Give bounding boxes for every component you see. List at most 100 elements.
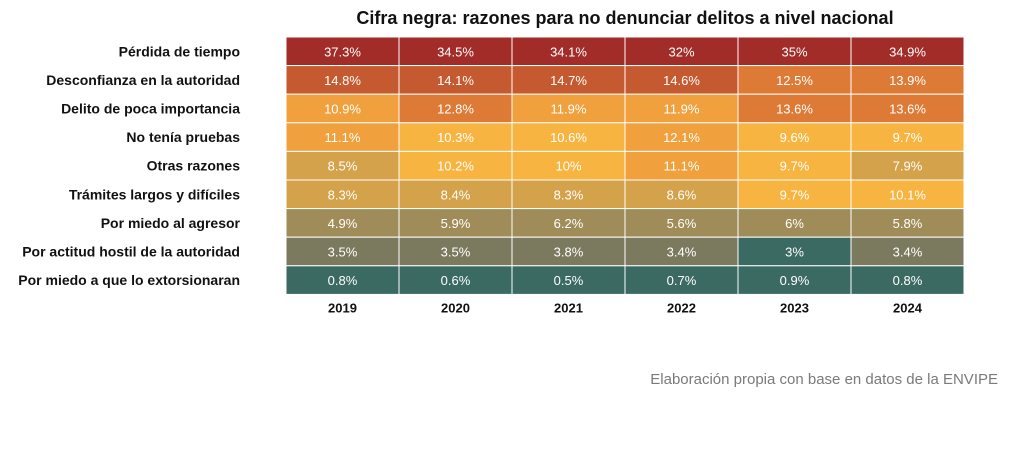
cell-value-label: 6.2% <box>554 216 584 231</box>
heatmap-cell <box>737 265 852 295</box>
x-tick-label: 2021 <box>554 300 583 315</box>
row-label: Desconfianza en la autoridad <box>46 72 240 88</box>
heatmap-cell <box>398 179 513 210</box>
cell-value-label: 37.3% <box>324 44 361 59</box>
cell-value-label: 9.7% <box>893 130 923 145</box>
cell-value-label: 3.5% <box>441 245 471 260</box>
cell-value-label: 11.9% <box>551 102 587 117</box>
cell-value-label: 34.5% <box>437 44 474 59</box>
cell-value-label: 13.6% <box>889 102 926 117</box>
heatmap-cell <box>398 236 513 267</box>
cell-value-label: 13.9% <box>889 73 926 88</box>
cell-value-label: 34.9% <box>889 44 926 59</box>
cell-value-label: 5.8% <box>893 216 923 231</box>
heatmap-chart: Pérdida de tiempo 37.3% 34.5% 34.1% 32% 35% 34… <box>18 36 965 315</box>
cell-value-label: 8.6% <box>667 187 697 202</box>
cell-value-label: 11.1% <box>664 159 700 174</box>
cell-value-label: 12.8% <box>437 102 474 117</box>
heatmap-cell <box>850 122 965 152</box>
row-label: Por miedo al agresor <box>101 215 241 231</box>
heatmap-cell <box>285 236 400 267</box>
cell-value-label: 14.6% <box>663 73 700 88</box>
cell-value-label: 12.1% <box>663 130 700 145</box>
heatmap-cell <box>624 150 739 181</box>
heatmap-cell <box>624 265 739 295</box>
heatmap-cell <box>511 93 626 124</box>
row-label: Por miedo a que lo extorsionaran <box>18 272 240 288</box>
cell-value-label: 32% <box>668 44 694 59</box>
heatmap-cell <box>285 179 400 210</box>
row-label: Otras razones <box>147 158 241 174</box>
cell-value-label: 0.7% <box>667 273 697 288</box>
cell-value-label: 14.1% <box>437 73 474 88</box>
heatmap-cell <box>511 179 626 210</box>
heatmap-cell <box>737 65 852 95</box>
cell-value-label: 0.8% <box>893 273 923 288</box>
cell-value-label: 0.8% <box>328 273 358 288</box>
cell-value-label: 11.1% <box>325 130 361 145</box>
cell-value-label: 3.4% <box>667 245 697 260</box>
heatmap-cell <box>511 208 626 238</box>
cell-value-label: 34.1% <box>550 44 587 59</box>
cell-value-label: 5.9% <box>441 216 471 231</box>
cell-value-label: 0.9% <box>780 273 810 288</box>
cell-value-label: 4.9% <box>328 216 358 231</box>
heatmap-cell <box>850 236 965 267</box>
x-tick-label: 2022 <box>667 300 696 315</box>
heatmap-cell <box>398 208 513 238</box>
heatmap-cell <box>398 93 513 124</box>
cell-value-label: 10.2% <box>437 159 474 174</box>
heatmap-cell <box>850 36 965 67</box>
heatmap-cell <box>285 208 400 238</box>
cell-value-label: 7.9% <box>893 159 923 174</box>
heatmap-cell <box>850 265 965 295</box>
x-tick-label: 2019 <box>328 300 357 315</box>
chart-title: Cifra negra: razones para no denunciar d… <box>356 8 894 28</box>
heatmap-cell <box>511 150 626 181</box>
heatmap-cell <box>850 179 965 210</box>
x-tick-label: 2024 <box>893 300 923 315</box>
cell-value-label: 10.1% <box>889 187 926 202</box>
heatmap-cell <box>285 93 400 124</box>
heatmap-cell <box>850 93 965 124</box>
cell-value-label: 3.8% <box>554 245 584 260</box>
cell-value-label: 8.3% <box>328 187 358 202</box>
cell-value-label: 14.7% <box>550 73 587 88</box>
cell-value-label: 8.3% <box>554 187 584 202</box>
cell-value-label: 6% <box>785 216 804 231</box>
cell-value-label: 10.3% <box>437 130 474 145</box>
source-note: Elaboración propia con base en datos de … <box>650 371 998 388</box>
cell-value-label: 5.6% <box>667 216 697 231</box>
row-label: Por actitud hostil de la autoridad <box>22 244 240 260</box>
cell-value-label: 9.7% <box>780 187 810 202</box>
cell-value-label: 3.4% <box>893 245 923 260</box>
heatmap-cell <box>285 122 400 152</box>
row-label: Pérdida de tiempo <box>119 43 240 59</box>
cell-value-label: 8.4% <box>441 187 471 202</box>
cell-value-label: 3% <box>785 245 804 260</box>
heatmap-cell <box>398 265 513 295</box>
heatmap-cell <box>850 65 965 95</box>
cell-value-label: 10.9% <box>324 102 361 117</box>
heatmap-cell <box>624 179 739 210</box>
heatmap-cell <box>737 36 852 67</box>
heatmap-cell <box>511 265 626 295</box>
row-label: No tenía pruebas <box>126 129 240 145</box>
row-label: Delito de poca importancia <box>61 101 240 117</box>
cell-value-label: 35% <box>781 44 807 59</box>
x-tick-label: 2020 <box>441 300 470 315</box>
row-label: Trámites largos y difíciles <box>69 186 240 202</box>
heatmap-cell <box>624 236 739 267</box>
heatmap-cell <box>737 208 852 238</box>
heatmap-cell <box>737 150 852 181</box>
cell-value-label: 9.6% <box>780 130 810 145</box>
heatmap-cell <box>624 122 739 152</box>
heatmap-cell <box>285 150 400 181</box>
heatmap-cell <box>285 65 400 95</box>
cell-value-label: 12.5% <box>776 73 813 88</box>
cell-value-label: 10.6% <box>550 130 587 145</box>
x-tick-label: 2023 <box>780 300 809 315</box>
cell-value-label: 13.6% <box>776 102 813 117</box>
cell-value-label: 0.6% <box>441 273 471 288</box>
heatmap-cell <box>511 65 626 95</box>
